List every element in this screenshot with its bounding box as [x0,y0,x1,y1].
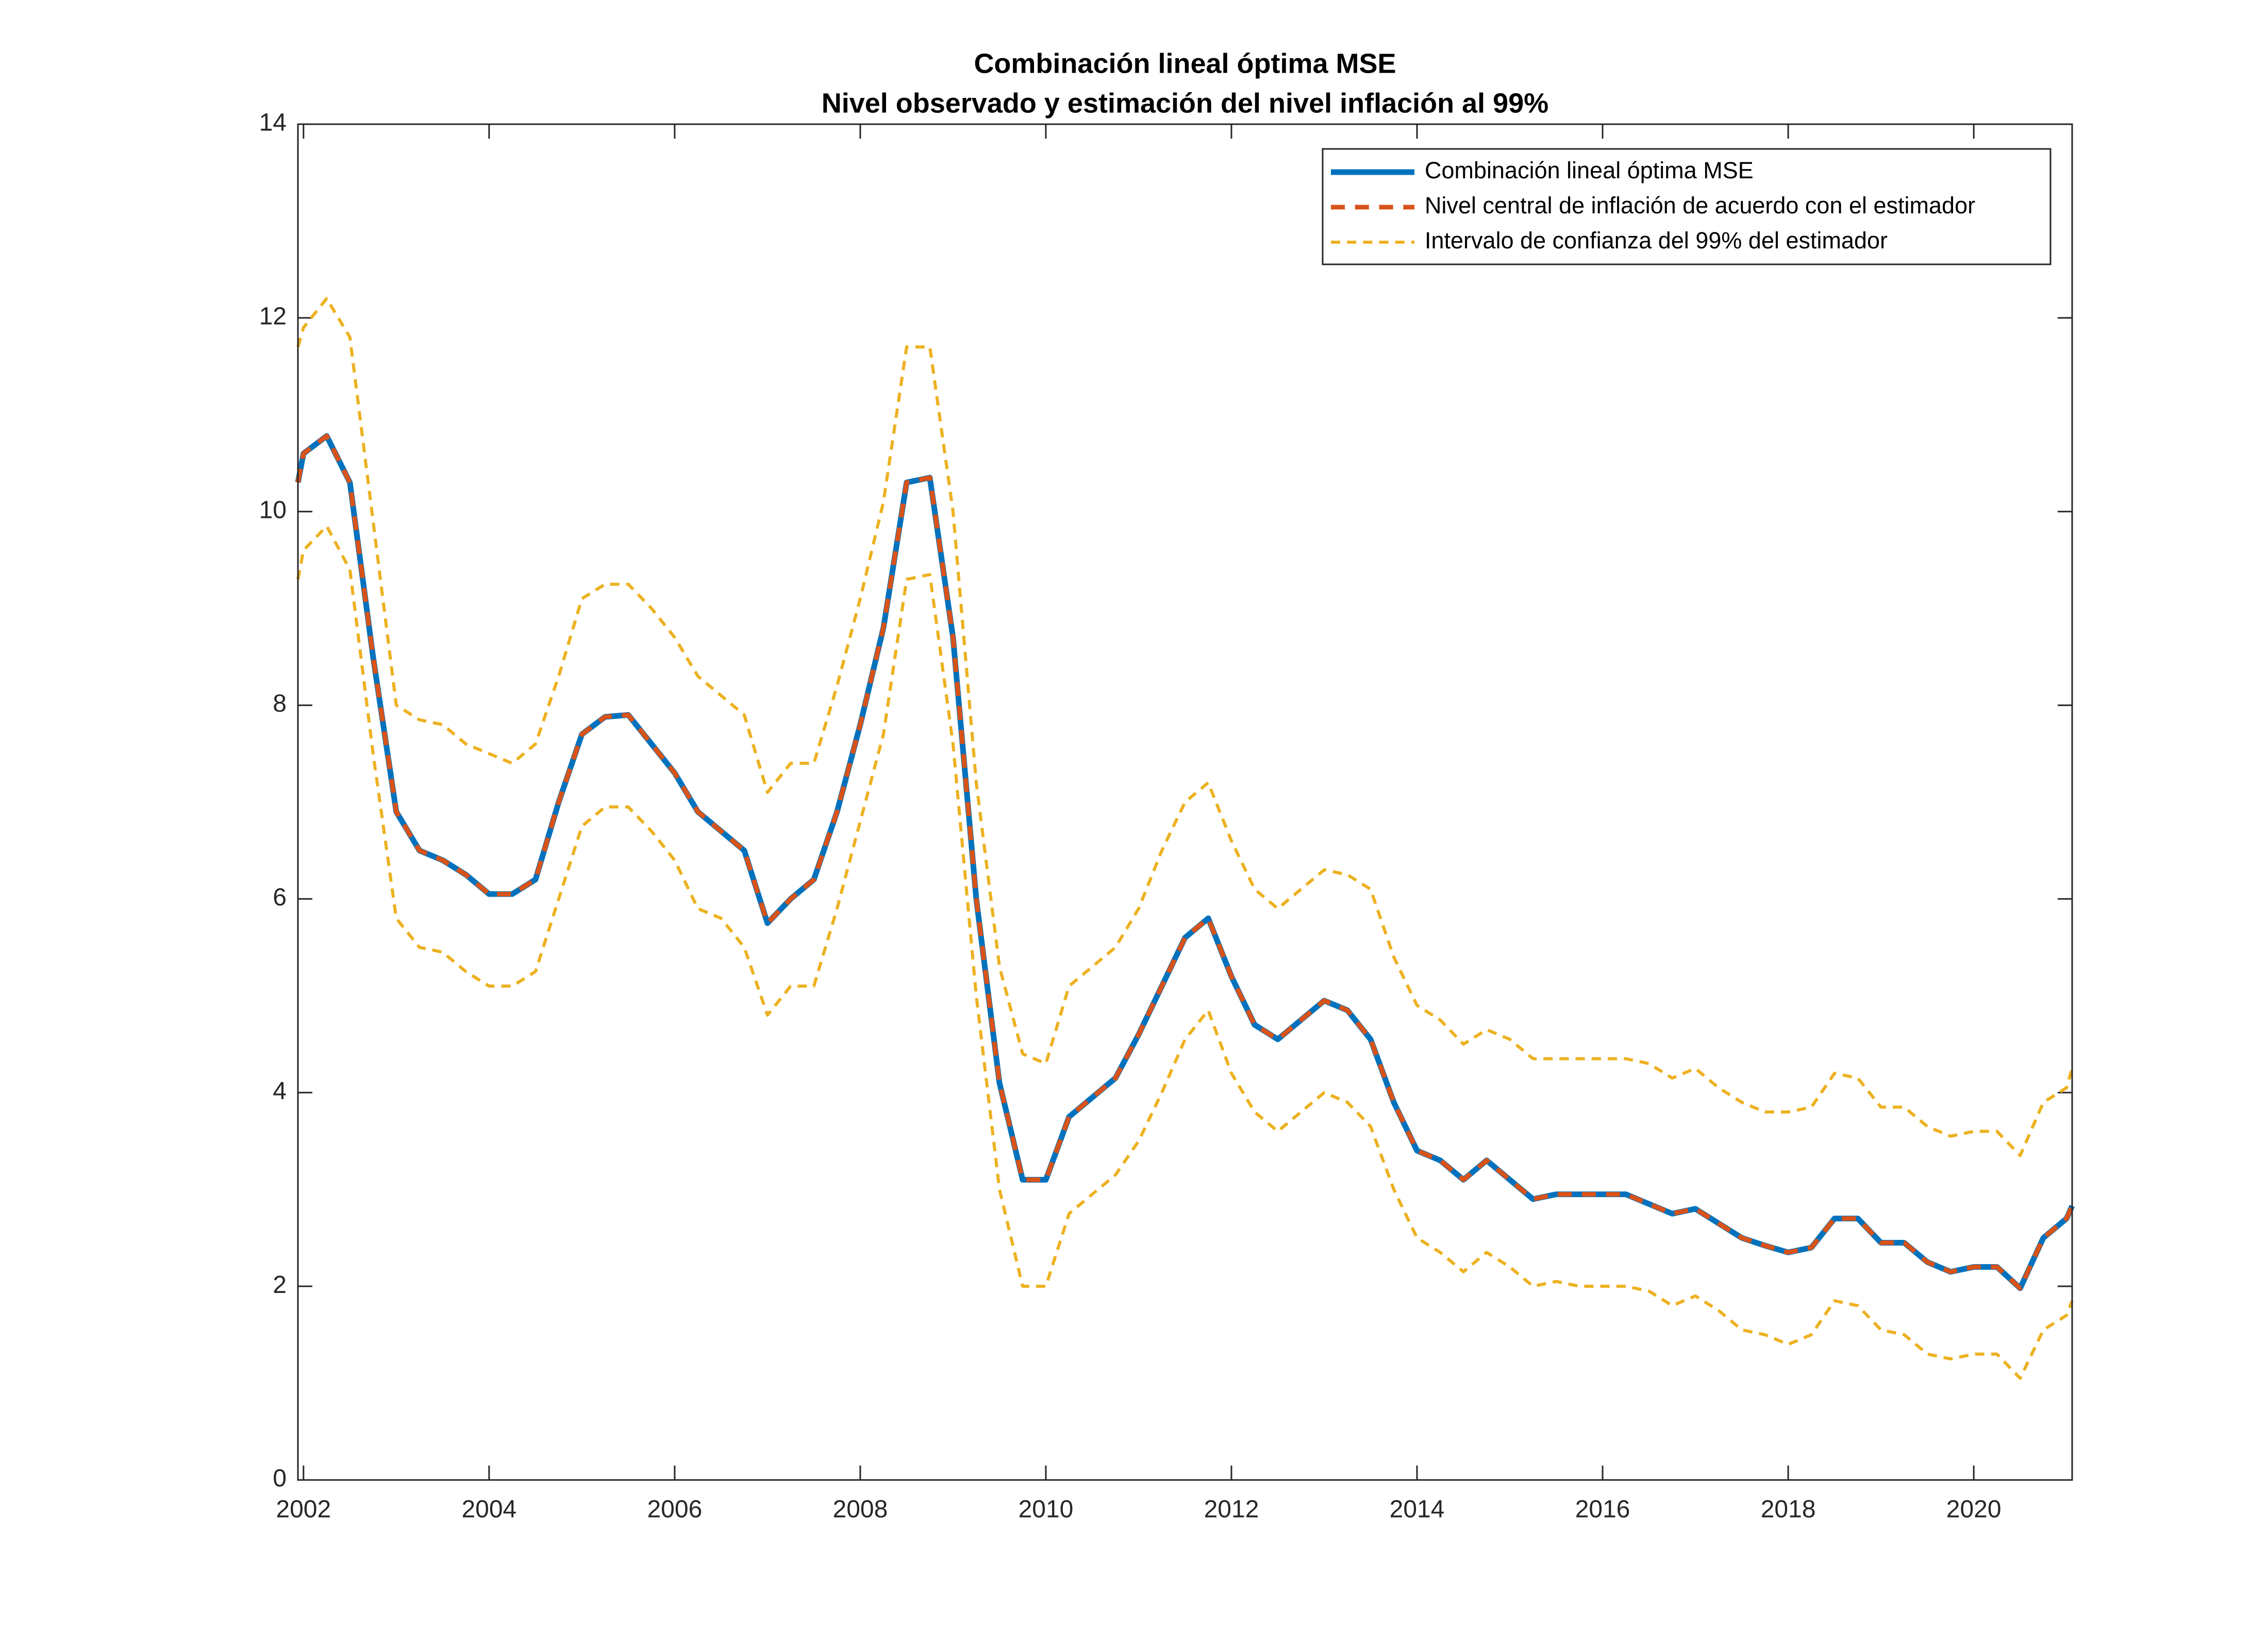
axes-box [297,123,2073,1481]
x-tick-label: 2016 [1575,1496,1630,1523]
x-tick-label: 2006 [647,1496,702,1523]
y-tick-label: 2 [273,1271,287,1299]
y-tick-label: 0 [273,1465,287,1492]
x-tick-label: 2014 [1390,1496,1445,1523]
legend-label: Intervalo de confianza del 99% del estim… [1425,227,1888,254]
legend-label: Nivel central de inflación de acuerdo co… [1425,192,1975,218]
chart-subtitle: Nivel observado y estimación del nivel i… [822,88,1549,119]
legend-label: Combinación lineal óptima MSE [1425,157,1754,183]
x-tick-label: 2012 [1204,1496,1259,1523]
y-tick-label: 6 [273,884,287,911]
plot-area [298,124,2072,1480]
y-tick-label: 8 [273,690,287,717]
chart-title: Combinación lineal óptima MSE [974,48,1396,79]
x-tick-label: 2020 [1946,1496,2002,1523]
series-line [295,433,2075,1291]
y-tick-label: 4 [273,1078,287,1105]
legend-box [1322,148,2052,265]
x-tick-label: 2004 [461,1496,516,1523]
y-tick-label: 14 [259,109,287,137]
y-tick-label: 12 [259,303,287,330]
x-tick-label: 2008 [833,1496,888,1523]
x-tick-label: 2002 [276,1496,331,1523]
upper-band-line [296,297,2074,1157]
y-tick-label: 10 [259,496,287,524]
x-tick-label: 2010 [1019,1496,1074,1523]
x-tick-label: 2018 [1761,1496,1816,1523]
